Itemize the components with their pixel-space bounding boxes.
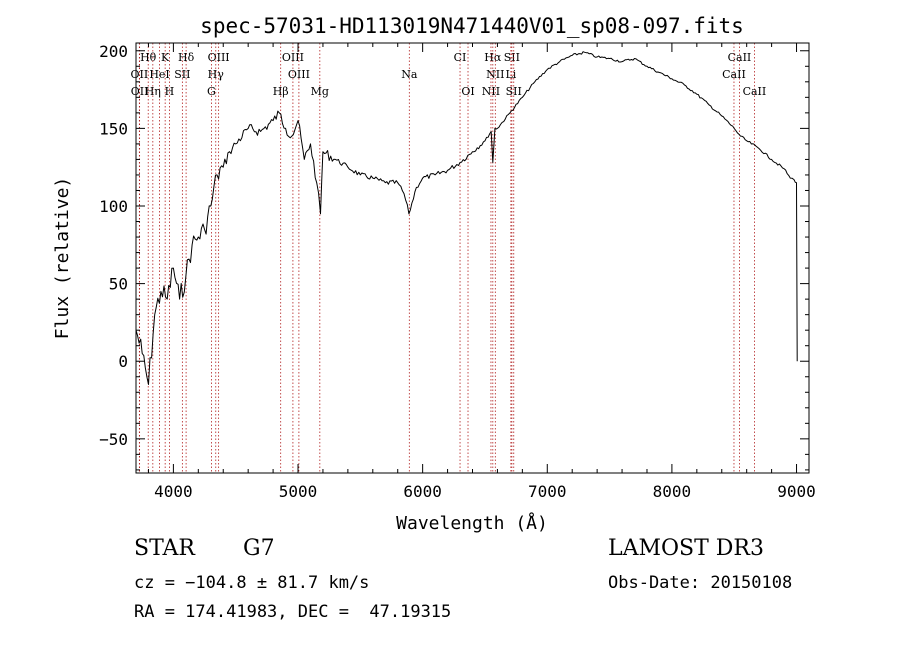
line-label-5: CI — [454, 51, 467, 64]
line-label-8: CaII — [728, 51, 752, 64]
line-label-14: Na — [401, 68, 418, 81]
line-label-17: CaII — [722, 68, 746, 81]
line-label-0: Hθ — [140, 51, 157, 64]
line-label-12: Hγ — [208, 68, 225, 81]
line-label-22: Hβ — [273, 85, 289, 98]
spectrum-line-0 — [135, 51, 798, 385]
y-tick-label: 200 — [99, 42, 128, 61]
line-label-24: OI — [461, 85, 474, 98]
y-tick-label: 150 — [99, 119, 128, 138]
line-label-7: SII — [504, 51, 520, 64]
line-label-3: OIII — [208, 51, 230, 64]
line-label-25: NII — [482, 85, 500, 98]
x-axis-label: Wavelength (Å) — [396, 512, 548, 534]
y-tick-label: 0 — [118, 352, 128, 371]
redshift-cz: cz = −104.8 ± 81.7 km/s — [134, 573, 370, 593]
line-label-11: SII — [174, 68, 190, 81]
line-label-16: Li — [505, 68, 516, 81]
x-tick-label: 4000 — [154, 482, 193, 501]
line-label-27: CaII — [743, 85, 767, 98]
line-label-4: OIII — [282, 51, 304, 64]
object-class: STAR — [134, 536, 195, 561]
observation-date: Obs-Date: 20150108 — [608, 573, 793, 593]
x-tick-label: 9000 — [777, 482, 816, 501]
line-label-1: K — [161, 51, 170, 64]
y-tick-label: 100 — [99, 197, 128, 216]
line-label-2: Hδ — [178, 51, 195, 64]
line-label-6: Hα — [484, 51, 502, 64]
line-label-21: G — [207, 85, 216, 98]
chart-title: spec-57031-HD113019N471440V01_sp08-097.f… — [200, 14, 744, 38]
x-tick-label: 5000 — [279, 482, 318, 501]
y-axis-label: Flux (relative) — [52, 177, 73, 340]
line-label-20: H — [165, 85, 175, 98]
x-tick-label: 7000 — [528, 482, 567, 501]
plot-frame — [135, 42, 810, 474]
line-label-15: NII — [486, 68, 504, 81]
x-tick-label: 8000 — [653, 482, 692, 501]
line-label-13: OIII — [288, 68, 310, 81]
x-tick-label: 6000 — [403, 482, 442, 501]
line-label-19: Hη — [145, 85, 161, 98]
line-label-10: HeI — [149, 68, 169, 81]
series-layer — [135, 51, 798, 385]
coordinates: RA = 174.41983, DEC = 47.19315 — [134, 602, 452, 622]
y-tick-label: 50 — [109, 275, 128, 294]
line-label-26: SII — [506, 85, 522, 98]
survey-name: LAMOST DR3 — [608, 536, 764, 561]
subclass: G7 — [243, 536, 275, 561]
line-label-23: Mg — [311, 85, 329, 98]
y-tick-label: −50 — [99, 430, 128, 449]
axis-ticks: 4000 5000 6000 7000 8000 9000 −50 0 50 100 150 200 — [99, 42, 816, 501]
line-label-18: OII — [131, 85, 149, 98]
